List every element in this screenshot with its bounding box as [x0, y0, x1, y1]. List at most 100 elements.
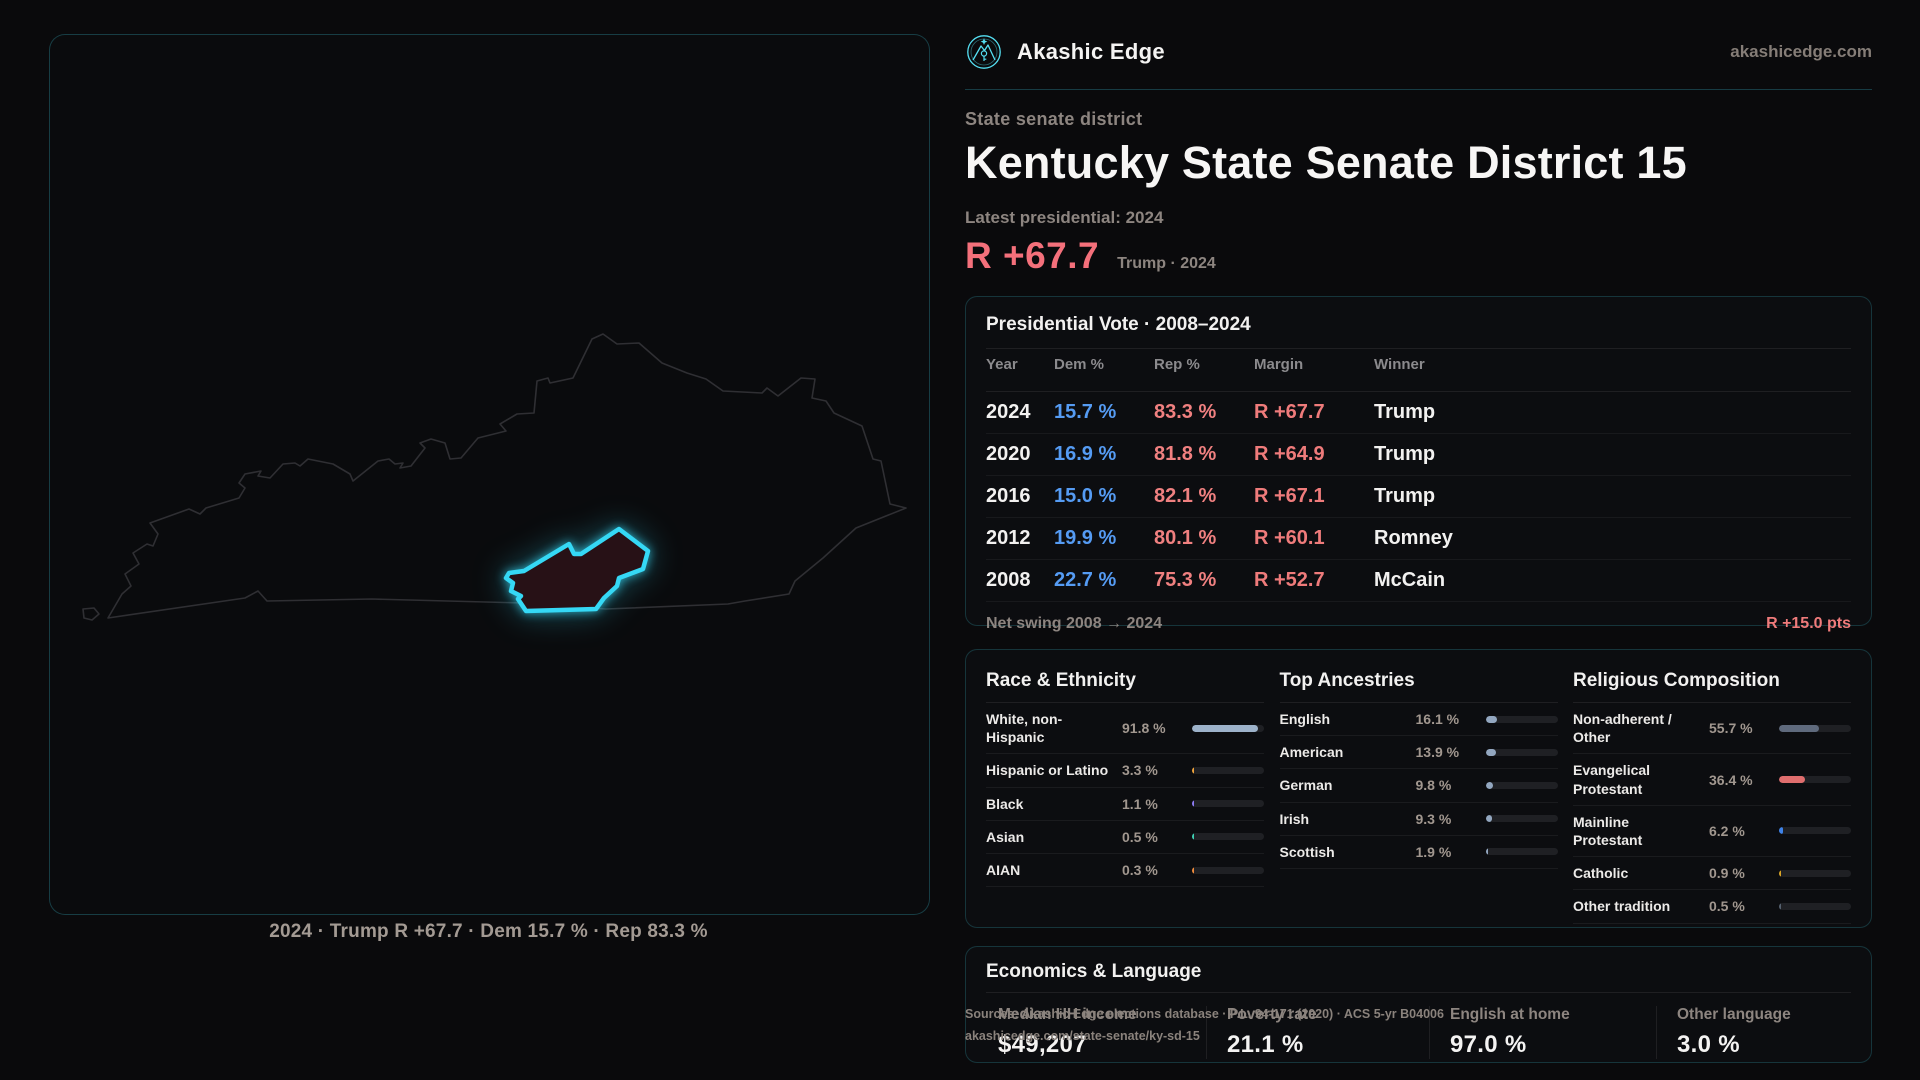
stat-bar: [1779, 827, 1851, 835]
cell-year: 2016: [986, 485, 1031, 507]
stat-value: 6.2 %: [1709, 822, 1745, 839]
stat-row: Mainline Protestant 6.2 %: [1573, 806, 1851, 858]
stat-row: White, non-Hispanic 91.8 %: [986, 703, 1264, 755]
religious-composition-title: Religious Composition: [1573, 670, 1780, 691]
stat-value: 91.8 %: [1122, 720, 1166, 737]
presidential-vote-card: Presidential Vote · 2008–2024 Year Dem %…: [965, 296, 1872, 632]
table-row: 2016 15.0 % 82.1 % R +67.1 Trump: [986, 476, 1851, 518]
stat-label: Hispanic or Latino: [986, 762, 1109, 779]
stat-poverty-rate: Poverty rate 21.1 %: [1206, 1006, 1429, 1059]
stat-row: AIAN 0.3 %: [986, 854, 1264, 888]
headline-margin: R +67.7: [965, 235, 1100, 276]
cell-year: 2008: [986, 569, 1031, 591]
stat-label: Median HH income: [998, 1006, 1137, 1023]
economics-language-title: Economics & Language: [986, 961, 1202, 982]
divider: [986, 391, 1851, 392]
akashic-edge-logo-icon: [967, 35, 1001, 69]
stat-value: 55.7 %: [1709, 720, 1753, 737]
cell-winner: Romney: [1374, 527, 1453, 549]
page-title: Kentucky State Senate District 15: [965, 137, 1687, 188]
cell-rep: 81.8 %: [1154, 443, 1217, 465]
col-header-margin: Margin: [1254, 355, 1304, 373]
stat-value: 0.5 %: [1122, 828, 1158, 845]
stat-value: 1.9 %: [1415, 843, 1452, 860]
stat-value: 3.3 %: [1122, 762, 1158, 779]
presidential-vote-title: Presidential Vote · 2008–2024: [986, 314, 1251, 335]
stat-value: 3.0 %: [1677, 1031, 1740, 1058]
stat-bar: [1192, 724, 1264, 732]
stat-value: 36.4 %: [1709, 771, 1753, 788]
cell-dem: 15.0 %: [1054, 485, 1117, 507]
stat-label: Irish: [1279, 810, 1310, 827]
stat-label: Evangelical Protestant: [1573, 762, 1651, 797]
net-swing-label: Net swing 2008 → 2024: [986, 615, 1163, 632]
headline-margin-note: Trump · 2024: [1117, 255, 1216, 272]
divider: [986, 702, 1264, 703]
divider: [986, 992, 1851, 993]
district-kicker: State senate district: [965, 109, 1143, 129]
site-link[interactable]: akashicedge.com: [1730, 42, 1872, 61]
divider: [1573, 702, 1851, 703]
stat-bar: [1192, 766, 1264, 774]
stat-bar: [1485, 848, 1558, 856]
stat-label: Scottish: [1279, 843, 1335, 860]
stat-bar: [1485, 748, 1558, 756]
race-ethnicity-title: Race & Ethnicity: [986, 670, 1136, 691]
top-ancestries-title: Top Ancestries: [1279, 670, 1415, 691]
cell-dem: 15.7 %: [1054, 401, 1117, 423]
brand-name: Akashic Edge: [1017, 39, 1165, 64]
stat-bar: [1779, 869, 1851, 877]
table-header-row: Year Dem % Rep % Margin Winner: [986, 349, 1851, 379]
economics-language-card: Economics & Language Median HH income $4…: [965, 946, 1872, 1063]
stat-bar: [1192, 833, 1264, 841]
table-row: 2020 16.9 % 81.8 % R +64.9 Trump: [986, 434, 1851, 476]
cell-rep: 80.1 %: [1154, 527, 1217, 549]
stat-bar: [1192, 866, 1264, 874]
stat-label: Poverty rate: [1227, 1006, 1317, 1023]
stat-bar: [1779, 776, 1851, 784]
cell-rep: 83.3 %: [1154, 401, 1217, 423]
divider: [986, 348, 1851, 349]
cell-margin: R +67.7: [1254, 401, 1325, 423]
stat-label: Black: [986, 795, 1024, 812]
stat-label: English: [1279, 711, 1331, 727]
table-row: 2012 19.9 % 80.1 % R +60.1 Romney: [986, 518, 1851, 560]
stat-row: Asian 0.5 %: [986, 821, 1264, 854]
stat-label: German: [1279, 777, 1333, 794]
stat-label: Other tradition: [1573, 898, 1671, 915]
stat-label: Asian: [986, 828, 1025, 845]
stat-median-hh-income: Median HH income $49,207: [986, 1006, 1206, 1059]
stat-row: Black 1.1 %: [986, 788, 1264, 821]
cell-year: 2012: [986, 527, 1031, 549]
cell-year: 2024: [986, 401, 1031, 423]
stat-label: AIAN: [986, 861, 1021, 878]
stat-row: Scottish 1.9 %: [1279, 836, 1558, 869]
kentucky-map: [82, 333, 907, 621]
col-header-winner: Winner: [1374, 355, 1425, 373]
cell-dem: 16.9 %: [1054, 443, 1117, 465]
stat-label: Catholic: [1573, 865, 1629, 882]
stat-label: Other language: [1677, 1006, 1791, 1023]
stat-value: 0.9 %: [1709, 865, 1745, 882]
district-15-shape[interactable]: [503, 526, 651, 614]
stat-row: Catholic 0.9 %: [1573, 857, 1851, 891]
table-row: 2024 15.7 % 83.3 % R +67.7 Trump: [986, 392, 1851, 434]
stat-label: American: [1279, 744, 1344, 761]
cell-dem: 22.7 %: [1054, 569, 1117, 591]
stat-bar: [1485, 815, 1558, 823]
stat-value: $49,207: [998, 1031, 1087, 1058]
top-ancestries-section: Top Ancestries English 16.1 % American 1…: [1279, 670, 1558, 924]
table-row: 2008 22.7 % 75.3 % R +52.7 McCain: [986, 560, 1851, 602]
cell-winner: Trump: [1374, 443, 1436, 465]
stat-bar: [1779, 724, 1851, 732]
stat-bar: [1779, 902, 1851, 910]
stat-row: English 16.1 %: [1279, 703, 1558, 737]
cell-margin: R +52.7: [1254, 569, 1325, 591]
cell-winner: Trump: [1374, 485, 1436, 507]
header-divider: [965, 89, 1872, 90]
stat-row: German 9.8 %: [1279, 769, 1558, 803]
demographics-card: Race & Ethnicity White, non-Hispanic 91.…: [965, 649, 1872, 928]
col-header-dem: Dem %: [1054, 355, 1105, 373]
map-panel: [49, 34, 930, 915]
